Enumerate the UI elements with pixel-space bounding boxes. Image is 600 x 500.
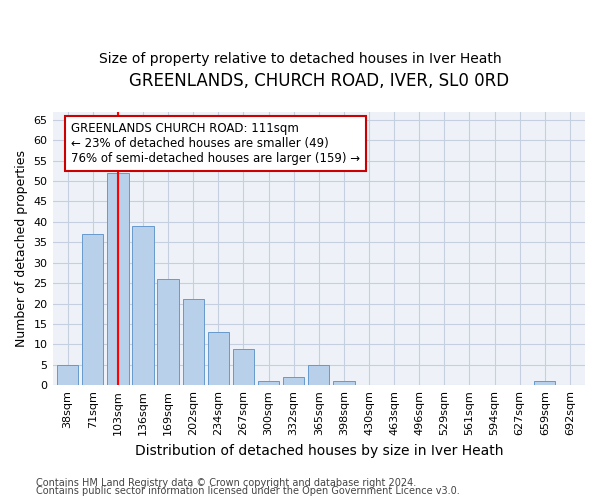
X-axis label: Distribution of detached houses by size in Iver Heath: Distribution of detached houses by size … (134, 444, 503, 458)
Bar (534, 381, 556, 386)
Bar (233, 348, 254, 386)
Bar (107, 173, 128, 386)
Bar (258, 381, 279, 386)
Bar (157, 279, 179, 386)
Bar (182, 300, 204, 386)
Bar (333, 381, 355, 386)
Bar (132, 226, 154, 386)
Text: Contains public sector information licensed under the Open Government Licence v3: Contains public sector information licen… (36, 486, 460, 496)
Y-axis label: Number of detached properties: Number of detached properties (15, 150, 28, 347)
Bar (283, 377, 304, 386)
Bar (208, 332, 229, 386)
Bar (308, 365, 329, 386)
Bar (82, 234, 103, 386)
Text: Contains HM Land Registry data © Crown copyright and database right 2024.: Contains HM Land Registry data © Crown c… (36, 478, 416, 488)
Text: Size of property relative to detached houses in Iver Heath: Size of property relative to detached ho… (98, 52, 502, 66)
Text: GREENLANDS CHURCH ROAD: 111sqm
← 23% of detached houses are smaller (49)
76% of : GREENLANDS CHURCH ROAD: 111sqm ← 23% of … (71, 122, 361, 164)
Title: GREENLANDS, CHURCH ROAD, IVER, SL0 0RD: GREENLANDS, CHURCH ROAD, IVER, SL0 0RD (129, 72, 509, 90)
Bar (57, 365, 78, 386)
